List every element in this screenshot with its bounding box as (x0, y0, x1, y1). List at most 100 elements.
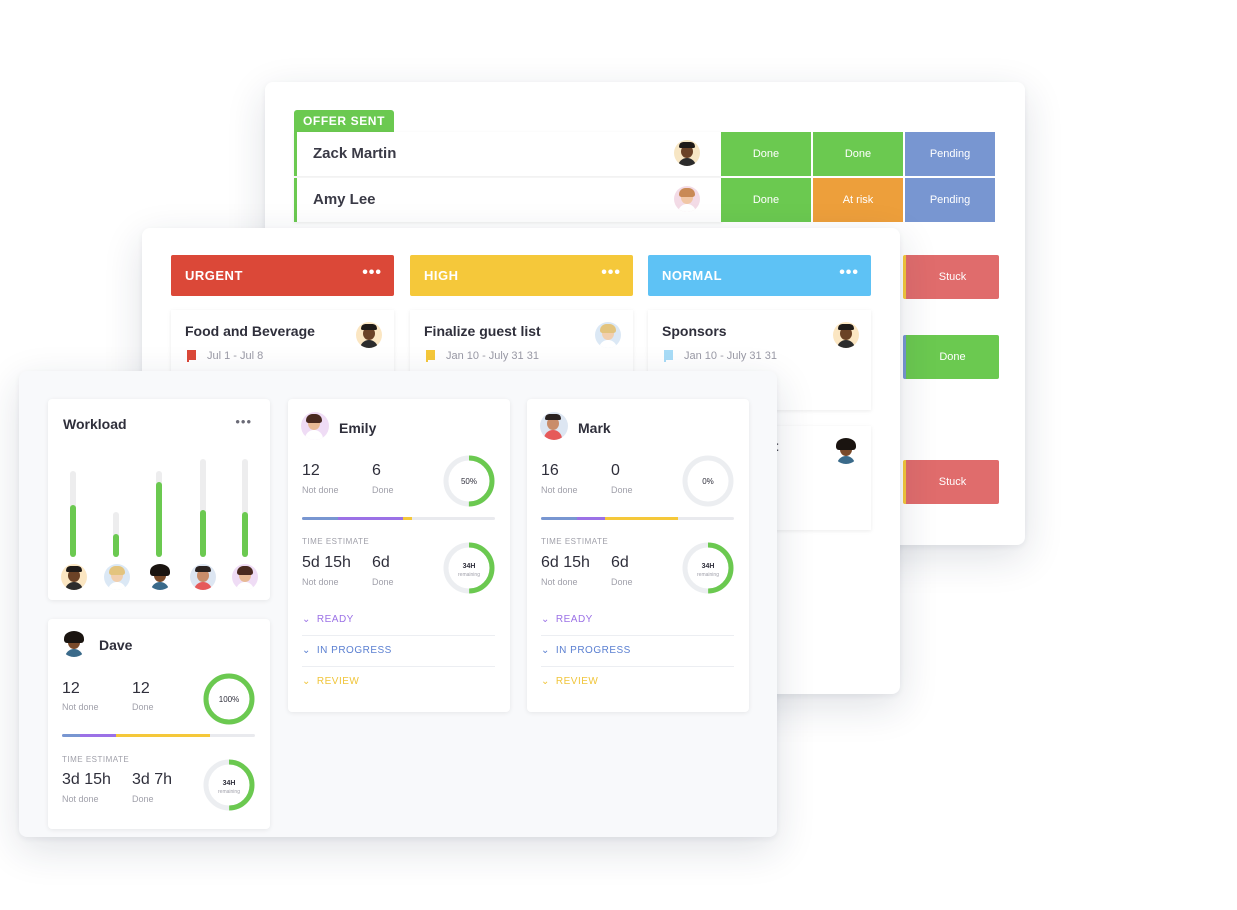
status-cell[interactable]: Done (813, 132, 903, 176)
status-cell[interactable]: At risk (813, 178, 903, 222)
time-done: 3d 7h (132, 771, 173, 788)
task-title: Finalize guest list (424, 323, 541, 339)
divider (302, 635, 495, 636)
avatar[interactable] (147, 564, 173, 590)
avatar (356, 322, 382, 348)
workload-bar[interactable] (113, 534, 119, 557)
workload-bar-track (200, 459, 206, 557)
avatar (833, 322, 859, 348)
avatar (674, 140, 700, 166)
not-done-label: Not done (302, 485, 339, 495)
status-review[interactable]: ⌄ REVIEW (541, 676, 598, 687)
status-ready[interactable]: ⌄ READY (302, 614, 354, 625)
hours-sub: remaining (697, 572, 719, 578)
workload-avatars (61, 564, 261, 592)
chevron-down-icon: ⌄ (302, 676, 311, 687)
priority-header-high[interactable]: HIGH ••• (410, 255, 633, 296)
done-count: 6 (372, 462, 381, 479)
done-count: 0 (611, 462, 620, 479)
status-ready[interactable]: ⌄ READY (541, 614, 593, 625)
offer-row-zack[interactable]: Zack Martin (294, 132, 722, 176)
avatar (540, 412, 568, 440)
status-in-progress[interactable]: ⌄ IN PROGRESS (541, 645, 631, 656)
person-card-dave[interactable]: Dave 12 12 Not done Done 100% TIME ESTIM… (48, 619, 270, 829)
avatar[interactable] (61, 564, 87, 590)
task-date: Jan 10 - July 31 31 (684, 350, 777, 362)
priority-header-normal[interactable]: NORMAL ••• (648, 255, 871, 296)
chevron-down-icon: ⌄ (302, 645, 311, 656)
progress-percent: 100% (219, 695, 239, 704)
not-done-label: Not done (62, 794, 99, 804)
avatar[interactable] (104, 564, 130, 590)
task-date: Jan 10 - July 31 31 (446, 350, 539, 362)
time-not-done: 3d 15h (62, 771, 111, 788)
offer-row-amy[interactable]: Amy Lee (294, 178, 722, 222)
time-ring: 34H remaining (443, 542, 495, 594)
workload-title: Workload (63, 416, 127, 432)
task-card[interactable]: Finalize guest list Jan 10 - July 31 31 (410, 310, 633, 380)
status-cell[interactable]: Done (721, 178, 811, 222)
divider (541, 635, 734, 636)
workload-card: Workload ••• (48, 399, 270, 600)
status-label: IN PROGRESS (316, 645, 392, 656)
hours-sub: remaining (458, 572, 480, 578)
status-cell-stuck[interactable]: Stuck (903, 460, 999, 504)
not-done-count: 12 (62, 680, 80, 697)
status-label: REVIEW (316, 676, 360, 687)
time-estimate-label: TIME ESTIMATE (541, 537, 609, 546)
status-cell-stuck[interactable]: Stuck (903, 255, 999, 299)
workload-bar[interactable] (70, 505, 76, 557)
person-card-emily[interactable]: Emily 12 6 Not done Done 50% TIME ESTIMA… (288, 399, 510, 712)
chevron-down-icon: ⌄ (541, 676, 550, 687)
status-label: REVIEW (555, 676, 599, 687)
person-name: Emily (339, 420, 377, 436)
more-icon[interactable]: ••• (362, 264, 382, 281)
more-icon[interactable]: ••• (235, 414, 252, 429)
avatar (61, 631, 87, 657)
workload-bar[interactable] (242, 512, 248, 557)
done-label: Done (132, 794, 154, 804)
not-done-count: 16 (541, 462, 559, 479)
status-cell[interactable]: Pending (905, 178, 995, 222)
not-done-label: Not done (62, 702, 99, 712)
status-label: IN PROGRESS (555, 645, 631, 656)
done-label: Done (611, 485, 633, 495)
avatar[interactable] (190, 564, 216, 590)
not-done-label: Not done (541, 577, 578, 587)
status-review[interactable]: ⌄ REVIEW (302, 676, 359, 687)
row-name: Zack Martin (313, 145, 397, 162)
progress-ring: 50% (443, 455, 495, 507)
person-card-mark[interactable]: Mark 16 0 Not done Done 0% TIME ESTIMATE… (527, 399, 749, 712)
workload-bar[interactable] (156, 482, 162, 557)
priority-header-urgent[interactable]: URGENT ••• (171, 255, 394, 296)
priority-label: HIGH (424, 268, 459, 283)
offer-sent-tag[interactable]: OFFER SENT (294, 110, 395, 132)
flag-icon (664, 350, 673, 362)
chevron-down-icon: ⌄ (541, 614, 550, 625)
avatar[interactable] (232, 564, 258, 590)
chevron-down-icon: ⌄ (541, 645, 550, 656)
done-label: Done (132, 702, 154, 712)
status-label: READY (316, 614, 354, 625)
task-card[interactable]: Food and Beverage Jul 1 - Jul 8 (171, 310, 394, 380)
priority-label: NORMAL (662, 268, 723, 283)
more-icon[interactable]: ••• (839, 264, 859, 281)
person-name: Dave (99, 637, 133, 653)
time-done: 6d (372, 554, 390, 571)
hours-text: 34H (463, 563, 476, 570)
time-done: 6d (611, 554, 629, 571)
done-label: Done (372, 485, 394, 495)
status-cell-done[interactable]: Done (903, 335, 999, 379)
status-cell[interactable]: Done (721, 132, 811, 176)
priority-label: URGENT (185, 268, 243, 283)
workload-bar[interactable] (200, 510, 206, 557)
status-in-progress[interactable]: ⌄ IN PROGRESS (302, 645, 392, 656)
more-icon[interactable]: ••• (601, 264, 621, 281)
time-ring: 34H remaining (203, 759, 255, 811)
time-ring: 34H remaining (682, 542, 734, 594)
status-cell[interactable]: Pending (905, 132, 995, 176)
progress-ring: 100% (203, 673, 255, 725)
hours-text: 34H (702, 563, 715, 570)
workload-panel: Workload ••• Dave 12 12 Not done Done 10… (19, 371, 777, 837)
not-done-count: 12 (302, 462, 320, 479)
